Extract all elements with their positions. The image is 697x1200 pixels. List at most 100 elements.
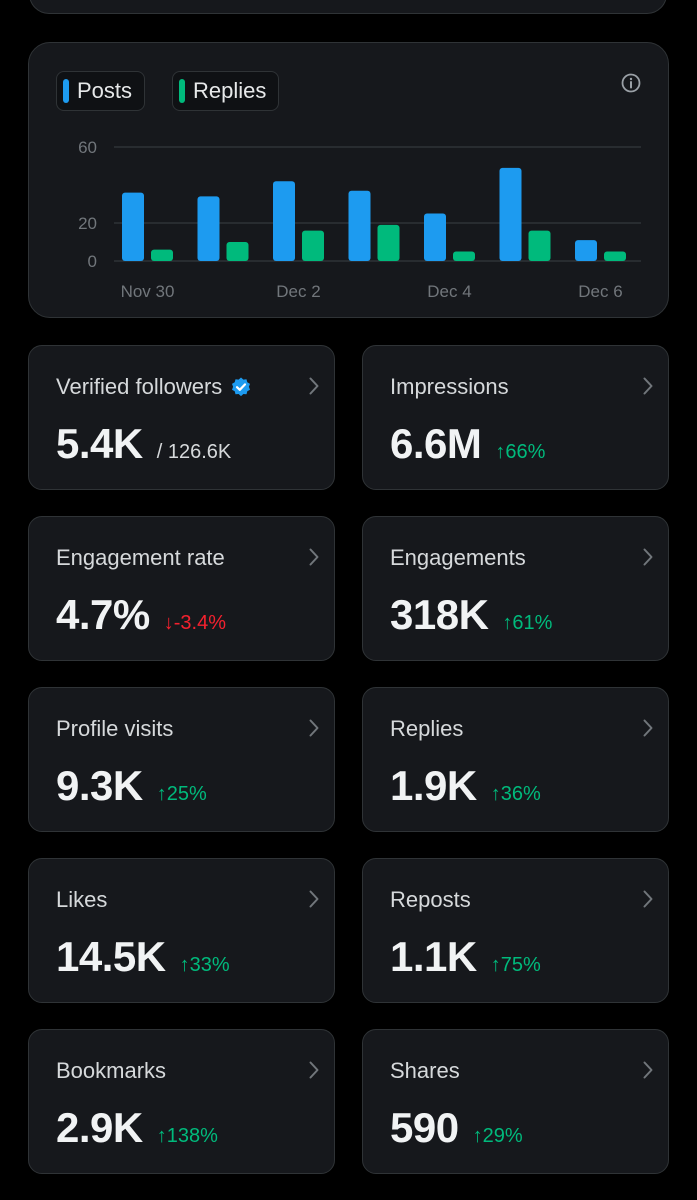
metric-label: Impressions [390,374,509,400]
metric-value-row: 590 ↑29% [390,1104,523,1152]
metric-value: 4.7% [56,591,150,638]
bar-replies-dec-4[interactable] [453,251,475,262]
metric-card-shares[interactable]: Shares 590 ↑29% [362,1029,669,1174]
verified-badge-icon [232,377,251,397]
metric-value: 9.3K [56,762,143,809]
legend-replies[interactable]: Replies [172,71,280,111]
bar-replies-dec-5[interactable] [528,230,551,261]
metric-change: ↑25% [157,783,207,806]
metric-label-text: Bookmarks [56,1058,167,1083]
metric-card-engagement-rate[interactable]: Engagement rate 4.7% ↓-3.4% [28,516,335,661]
arrow-up-icon: ↑ [502,612,513,634]
metric-label: Engagements [390,545,526,571]
bar-replies-dec-6[interactable] [604,251,626,262]
metric-label-text: Replies [390,716,464,741]
bar-posts-nov-30[interactable] [122,192,144,261]
bar-chart: 0 20 60 Nov 30 Dec 2 Dec 4 Dec 6 [78,138,641,301]
metric-label-text: Shares [390,1058,460,1083]
metric-value: 1.1K [390,933,477,980]
arrow-up-icon: ↑ [495,441,506,463]
metric-label: Likes [56,887,107,913]
arrow-up-icon: ↑ [179,954,190,976]
y-tick-label: 20 [78,214,97,233]
chevron-right-icon [309,548,319,566]
arrow-up-icon: ↑ [490,954,501,976]
previous-card-remnant [29,0,667,14]
metric-change: ↑36% [491,783,541,806]
bar-posts-dec-3[interactable] [348,190,371,261]
metric-label: Profile visits [56,716,173,742]
metric-value: 318K [390,591,489,638]
metric-card-bookmarks[interactable]: Bookmarks 2.9K ↑138% [28,1029,335,1174]
x-tick-label: Nov 30 [121,282,175,301]
metric-value: 5.4K [56,420,143,467]
metric-value-row: 2.9K ↑138% [56,1104,218,1152]
metric-label-text: Engagements [390,545,526,570]
metric-value-row: 9.3K ↑25% [56,762,207,810]
metric-change-value: 138% [166,1125,218,1147]
metric-card-reposts[interactable]: Reposts 1.1K ↑75% [362,858,669,1003]
metric-change-value: -3.4% [173,612,226,634]
chevron-right-icon [643,719,653,737]
metric-card-profile-visits[interactable]: Profile visits 9.3K ↑25% [28,687,335,832]
chevron-right-icon [309,719,319,737]
info-icon[interactable] [621,73,641,93]
metric-change-value: 33% [189,954,230,976]
metric-card-impressions[interactable]: Impressions 6.6M ↑66% [362,345,669,490]
chevron-right-icon [643,548,653,566]
arrow-up-icon: ↑ [156,1125,167,1147]
metric-label-text: Verified followers [56,374,223,399]
chevron-right-icon [309,890,319,908]
metric-label: Replies [390,716,463,742]
metric-value-row: 5.4K / 126.6K [56,420,231,468]
chevron-right-icon [643,377,653,395]
bar-posts-dec-6[interactable] [575,240,597,261]
posts-swatch [63,79,69,103]
metric-value: 590 [390,1104,459,1151]
metric-card-replies[interactable]: Replies 1.9K ↑36% [362,687,669,832]
bar-posts-dec-1[interactable] [197,196,220,261]
metric-value-row: 6.6M ↑66% [390,420,545,468]
metric-change-value: 29% [482,1125,523,1147]
bar-posts-dec-5[interactable] [499,167,522,261]
metric-label-text: Reposts [390,887,471,912]
bar-posts-dec-4[interactable] [424,213,446,262]
x-tick-label: Dec 4 [427,282,471,301]
metric-label-text: Profile visits [56,716,174,741]
bar-replies-dec-2[interactable] [302,230,324,261]
bar-replies-dec-1[interactable] [226,242,249,261]
metric-value-row: 14.5K ↑33% [56,933,230,981]
bar-replies-dec-3[interactable] [377,224,400,261]
metric-card-engagements[interactable]: Engagements 318K ↑61% [362,516,669,661]
metric-card-verified-followers[interactable]: Verified followers 5.4K / 126.6K [28,345,335,490]
metric-value-row: 1.1K ↑75% [390,933,541,981]
metric-label: Bookmarks [56,1058,166,1084]
metric-value: 14.5K [56,933,166,980]
arrow-up-icon: ↑ [472,1125,483,1147]
metric-label: Verified followers [56,374,252,400]
chevron-right-icon [643,1061,653,1079]
bar-posts-dec-2[interactable] [273,181,295,261]
x-tick-label: Dec 6 [578,282,622,301]
legend-replies-label: Replies [193,78,267,103]
metric-change: ↑33% [180,954,230,977]
chevron-right-icon [309,1061,319,1079]
metric-change-value: 66% [505,441,546,463]
metric-change: ↑138% [157,1125,218,1148]
metric-label: Reposts [390,887,471,913]
metric-value-row: 4.7% ↓-3.4% [56,591,226,639]
y-tick-label: 60 [78,138,97,157]
bar-replies-nov-30[interactable] [151,249,173,261]
legend-posts-label: Posts [77,78,133,103]
metric-label: Engagement rate [56,545,225,571]
replies-swatch [179,79,185,103]
metric-change: ↑75% [491,954,541,977]
metric-change-value: 75% [500,954,541,976]
metric-change: ↑66% [495,441,545,464]
legend-posts[interactable]: Posts [56,71,146,111]
metric-card-likes[interactable]: Likes 14.5K ↑33% [28,858,335,1003]
metric-total: / 126.6K [156,441,232,463]
metric-change: ↓-3.4% [164,612,226,635]
metric-value: 1.9K [390,762,477,809]
metric-label-text: Engagement rate [56,545,225,570]
